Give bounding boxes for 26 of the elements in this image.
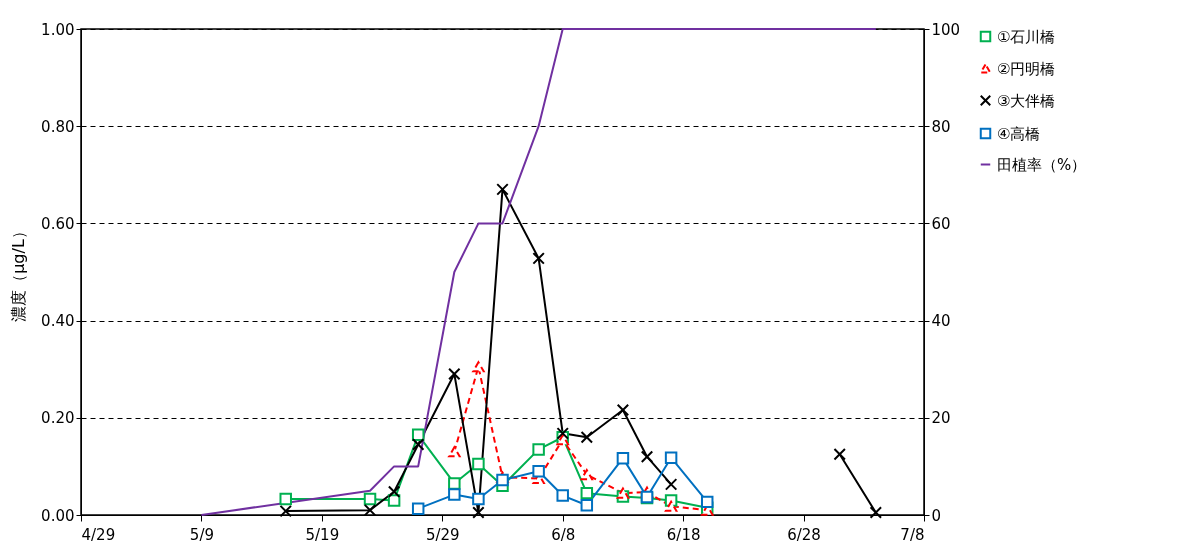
y-tick-label: 0.40	[41, 312, 75, 331]
x-tick-label: 6/8	[551, 525, 576, 544]
x-tick-label: 5/9	[189, 525, 214, 544]
x-tick-label: 4/29	[81, 525, 116, 544]
legend-label: ③大伴橋	[997, 91, 1056, 110]
y-axis-title: 濃度（μg/L）	[9, 223, 29, 322]
legend-label: ①石川橋	[997, 27, 1056, 46]
x-tick-label: 5/29	[425, 525, 460, 544]
legend-label: ②円明橋	[997, 59, 1056, 78]
legend-label: ④高橋	[997, 124, 1041, 143]
y2-tick-label: 40	[931, 312, 951, 331]
y-tick-label: 0.00	[41, 506, 75, 525]
y-tick-label: 0.60	[41, 214, 75, 233]
y-tick-label: 0.80	[41, 117, 75, 136]
x-tick-label: 6/28	[787, 525, 821, 544]
x-tick-label: 5/19	[305, 525, 340, 544]
y2-tick-label: 100	[931, 20, 961, 39]
y2-tick-label: 80	[931, 117, 951, 136]
y2-tick-label: 20	[931, 409, 951, 428]
y2-tick-label: 0	[931, 506, 942, 525]
y-tick-label: 1.00	[41, 20, 75, 39]
x-tick-label: 7/8	[900, 525, 925, 544]
x-tick-label: 6/18	[666, 525, 701, 544]
y2-tick-label: 60	[931, 214, 951, 233]
legend-label: 田植率（%）	[997, 155, 1087, 174]
y-tick-label: 0.20	[41, 409, 75, 428]
